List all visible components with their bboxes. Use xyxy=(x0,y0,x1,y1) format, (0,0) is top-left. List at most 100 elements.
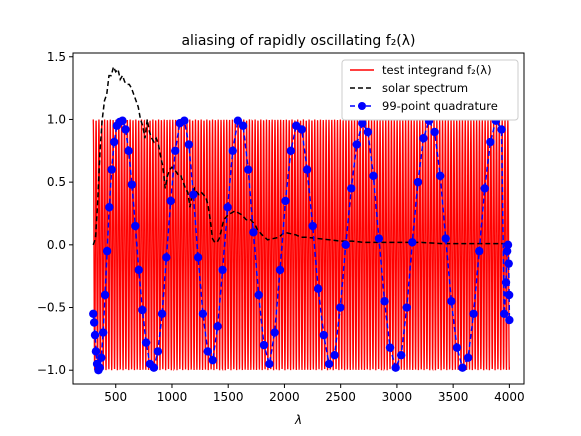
quadrature-point xyxy=(358,119,367,128)
quadrature-point xyxy=(238,121,248,130)
y-tick-label: −1.0 xyxy=(37,363,66,377)
quadrature-point xyxy=(319,330,328,340)
quadrature-point xyxy=(223,203,232,212)
quadrature-point xyxy=(89,309,98,318)
x-tick-label: 2500 xyxy=(325,390,356,404)
quadrature-point xyxy=(458,363,467,372)
quadrature-point xyxy=(189,190,198,199)
quadrature-point xyxy=(352,140,361,149)
quadrature-point xyxy=(402,303,412,312)
quadrature-point xyxy=(141,338,151,347)
legend: test integrand f₂(λ) solar spectrum 99-p… xyxy=(341,59,519,121)
quadrature-point xyxy=(308,221,317,231)
x-tick-label: 4000 xyxy=(494,390,525,404)
quadrature-point xyxy=(503,240,513,250)
quadrature-point xyxy=(486,137,495,147)
quadrature-point xyxy=(501,278,511,287)
quadrature-point xyxy=(138,305,147,315)
quadrature-point xyxy=(233,116,243,125)
quadrature-point xyxy=(127,180,137,189)
quadrature-point xyxy=(330,350,339,360)
legend-label-test-integrand: test integrand f₂(λ) xyxy=(382,63,492,77)
quadrature-point xyxy=(90,330,100,340)
quadrature-point xyxy=(408,238,417,247)
x-tick-label: 500 xyxy=(104,390,127,404)
quadrature-point xyxy=(100,290,110,300)
quadrature-point xyxy=(504,259,513,268)
quadrature-point xyxy=(91,347,101,356)
y-tick-label: 1.0 xyxy=(47,112,66,126)
y-tick-label: −0.5 xyxy=(37,301,66,315)
quadrature-point xyxy=(208,355,217,365)
chart-title: aliasing of rapidly oscillating f₂(λ) xyxy=(181,33,415,49)
quadrature-point xyxy=(171,146,180,155)
quadrature-point xyxy=(302,165,312,174)
quadrature-point xyxy=(180,116,189,125)
quadrature-point xyxy=(502,246,512,256)
quadrature-point xyxy=(118,116,127,125)
series-test-integrand-line xyxy=(92,119,511,372)
quadrature-point xyxy=(193,253,203,262)
quadrature-point xyxy=(134,265,143,275)
quadrature-point xyxy=(391,363,400,372)
quadrature-point xyxy=(504,290,514,300)
quadrature-point xyxy=(153,347,163,356)
quadrature-point xyxy=(244,165,253,174)
quadrature-point xyxy=(184,140,194,149)
quadrature-point xyxy=(363,127,373,137)
quadrature-point xyxy=(259,340,269,350)
quadrature-point xyxy=(131,221,140,231)
x-tick-label: 2000 xyxy=(269,390,300,404)
quadrature-point xyxy=(480,184,489,193)
quadrature-point xyxy=(281,196,290,206)
x-tick-label: 3500 xyxy=(438,390,469,404)
quadrature-point xyxy=(500,309,509,318)
plot-area xyxy=(89,64,514,375)
quadrature-point xyxy=(286,146,296,155)
quadrature-point xyxy=(162,253,171,262)
quadrature-point xyxy=(102,246,112,256)
quadrature-point xyxy=(89,318,99,327)
axes-frame xyxy=(72,52,525,385)
quadrature-point xyxy=(469,309,478,318)
quadrature-point xyxy=(436,171,445,181)
quadrature-point xyxy=(447,297,456,306)
quadrature-point xyxy=(107,165,116,174)
quadrature-point xyxy=(166,196,175,206)
quadrature-point xyxy=(347,184,356,193)
quadrature-point xyxy=(95,363,104,372)
quadrature-point xyxy=(463,353,473,362)
quadrature-point xyxy=(369,171,378,181)
y-axis-ticks: −1.0 −0.5 0.0 0.5 1.0 1.5 xyxy=(37,50,73,377)
quadrature-point xyxy=(254,290,263,300)
quadrature-point xyxy=(149,363,159,372)
legend-marker-quadrature xyxy=(358,102,366,110)
quadrature-point xyxy=(98,328,108,337)
quadrature-point xyxy=(265,359,274,369)
quadrature-point xyxy=(157,309,167,318)
quadrature-point xyxy=(105,203,114,212)
quadrature-point xyxy=(313,284,323,293)
x-tick-label: 1500 xyxy=(213,390,244,404)
quadrature-point xyxy=(441,234,450,243)
quadrature-point xyxy=(198,309,208,318)
quadrature-point xyxy=(203,347,212,356)
quadrature-point xyxy=(124,146,133,155)
quadrature-point xyxy=(275,265,285,275)
quadrature-point xyxy=(497,125,506,134)
quadrature-point xyxy=(270,328,279,337)
quadrature-point xyxy=(324,359,334,369)
quadrature-point xyxy=(341,240,350,250)
quadrature-point xyxy=(385,343,395,352)
quadrature-point xyxy=(213,322,222,331)
quadrature-point xyxy=(475,246,484,256)
legend-box xyxy=(341,59,519,121)
series-solar-spectrum-line xyxy=(92,64,510,246)
y-tick-label: 0.0 xyxy=(47,238,66,252)
quadrature-point xyxy=(336,303,345,312)
quadrature-point xyxy=(121,125,130,134)
quadrature-point xyxy=(505,315,514,325)
legend-label-solar-spectrum: solar spectrum xyxy=(382,81,468,95)
x-axis-label: λ xyxy=(294,413,302,427)
